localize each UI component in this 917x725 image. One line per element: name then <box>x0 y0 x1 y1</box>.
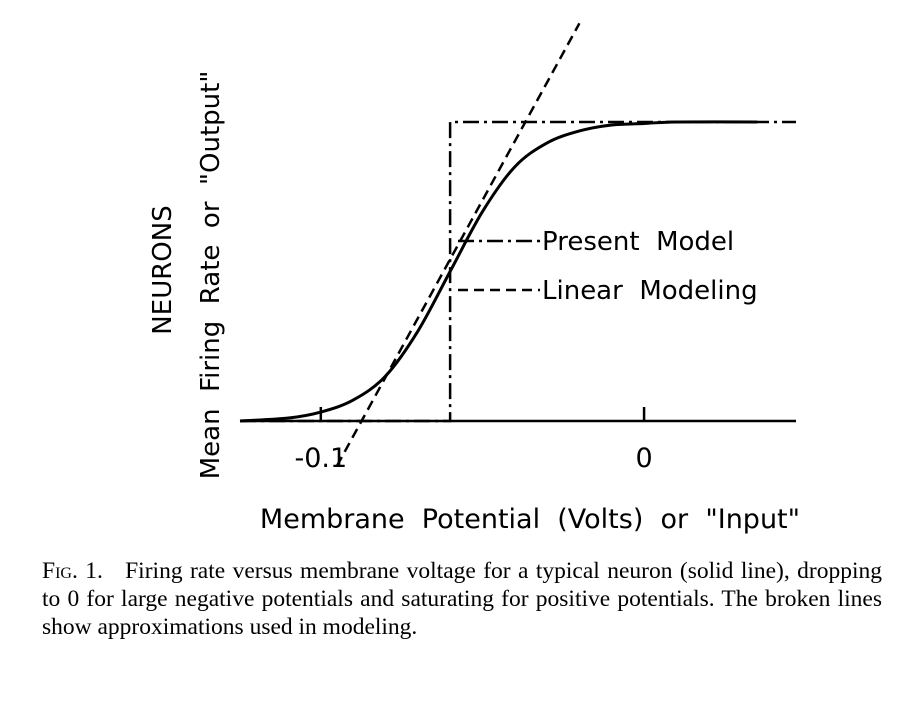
caption-text: Firing rate versus membrane voltage for … <box>42 558 883 640</box>
figure-caption: Fig. 1. Firing rate versus membrane volt… <box>42 557 882 641</box>
series-group <box>239 22 796 467</box>
series-line-solid <box>239 120 758 423</box>
x-tick-label-0: -0.1 <box>294 443 347 474</box>
legend: Present Model Linear Modeling <box>458 227 758 306</box>
x-axis-label: Membrane Potential (Volts) or "Input" <box>260 504 800 535</box>
y-axis-label: Mean Firing Rate or "Output" <box>196 71 226 480</box>
caption-label: Fig. 1. <box>42 558 103 584</box>
legend-label-present-model: Present Model <box>542 227 734 257</box>
figure-plot: -0.1 0 NEURONS Mean Firing Rate or "Outpu… <box>148 22 800 535</box>
series-line-dashed <box>335 22 581 467</box>
legend-label-linear-modeling: Linear Modeling <box>542 276 758 306</box>
x-axis-ticks: -0.1 0 <box>294 407 653 474</box>
x-tick-label-1: 0 <box>635 443 652 474</box>
series-line-dash-dot <box>240 120 796 423</box>
y-axis-label-neurons: NEURONS <box>148 205 178 334</box>
